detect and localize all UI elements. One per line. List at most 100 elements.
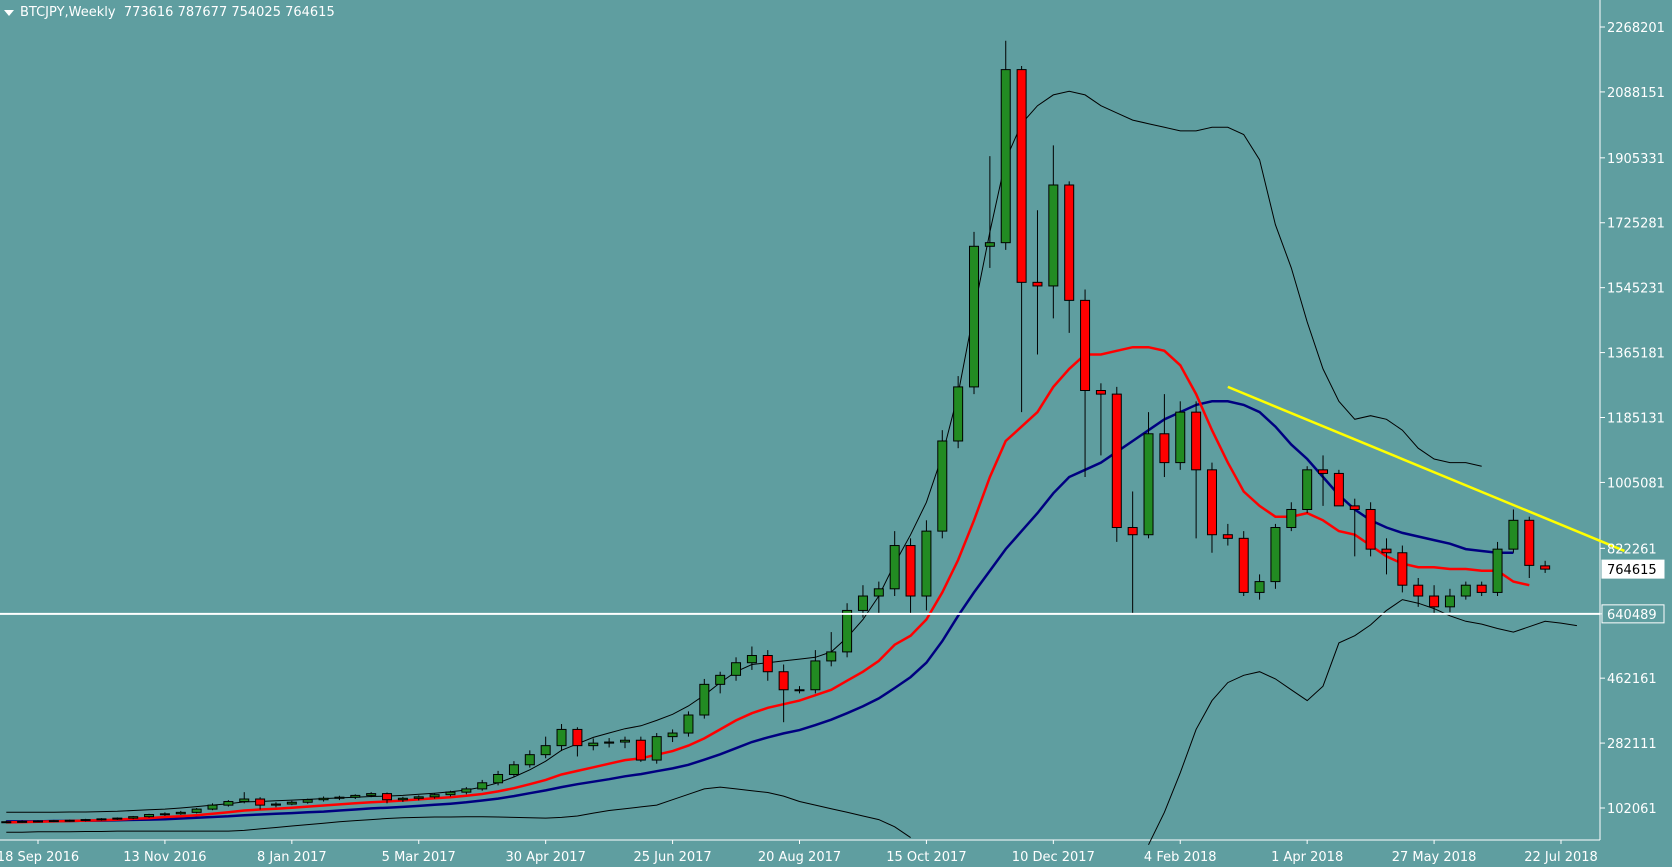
candle-body (905, 545, 916, 597)
candle-body (635, 739, 646, 761)
candle-body (1508, 519, 1519, 550)
candle-body (191, 808, 202, 813)
candle-body (524, 754, 535, 766)
support-level-label: 640489 (1607, 608, 1657, 623)
candle-body (175, 811, 186, 815)
current-price-box (1601, 559, 1665, 579)
candle-body (1444, 595, 1455, 608)
candle-body (33, 820, 43, 823)
candle-body (667, 732, 678, 738)
candle-body (1413, 584, 1424, 597)
candle-body (239, 798, 250, 803)
candle-body (159, 813, 170, 816)
chart-header: BTCJPY,Weekly 773616 787677 754025 76461… (4, 5, 335, 20)
time-tick-label: 30 Apr 2017 (505, 850, 585, 865)
candle-body (1000, 69, 1011, 244)
candle-body (1095, 390, 1106, 395)
time-tick-label: 25 Jun 2017 (633, 850, 711, 865)
bollinger-lower-band-recovery (1148, 599, 1577, 846)
candle-body (64, 819, 75, 822)
candle-body (270, 803, 281, 806)
triangle-down-icon[interactable] (4, 9, 14, 16)
candle-body (556, 728, 567, 747)
candle-body (1302, 469, 1313, 510)
candle-body (1191, 411, 1202, 471)
bollinger-lower-band (6, 786, 911, 839)
candle-body (1238, 537, 1249, 593)
candle-body (302, 799, 313, 803)
moving-average-slow (6, 400, 1514, 823)
candle-body (1492, 548, 1503, 593)
candle-body (445, 791, 456, 796)
candle-body (1524, 519, 1535, 566)
candle-body (1, 821, 12, 824)
time-tick-label: 4 Feb 2018 (1144, 850, 1217, 865)
candle-body (604, 741, 615, 744)
candle-body (1365, 508, 1376, 550)
candle-body (1222, 534, 1233, 539)
candle-body (1064, 184, 1075, 301)
candle-body (857, 595, 868, 611)
candle-body (746, 655, 757, 664)
candle-body (1206, 469, 1217, 536)
candle-body (1175, 411, 1186, 464)
price-tick-label: 1725281 (1607, 217, 1665, 232)
symbol-timeframe: BTCJPY,Weekly (20, 5, 116, 20)
candle-body (699, 683, 710, 716)
candle-body (48, 820, 59, 823)
candle-body (889, 545, 900, 590)
candle-body (810, 660, 821, 691)
time-tick-label: 18 Sep 2016 (0, 850, 79, 865)
candle-body (921, 530, 932, 597)
candle-body (397, 797, 408, 801)
price-tick-label: 2088151 (1607, 86, 1665, 101)
candle-body (572, 728, 583, 747)
candle-body (1460, 584, 1471, 597)
price-tick-label: 822261 (1607, 542, 1657, 557)
candle-body (969, 245, 980, 388)
candle-body (1016, 69, 1027, 283)
candle-body (144, 814, 155, 818)
candle-body (778, 671, 789, 691)
time-tick-label: 22 Jul 2018 (1524, 850, 1598, 865)
time-tick-label: 15 Oct 2017 (886, 850, 966, 865)
candle-body (1333, 472, 1344, 507)
price-tick-label: 1905331 (1607, 152, 1665, 167)
candle-body (461, 788, 472, 793)
time-tick-label: 20 Aug 2017 (758, 850, 841, 865)
candle-body (255, 798, 266, 806)
candle-body (80, 819, 91, 822)
candle-body (651, 736, 662, 761)
time-tick-label: 13 Nov 2016 (123, 850, 206, 865)
candle-body (1048, 184, 1059, 287)
candle-body (508, 764, 519, 775)
time-tick-label: 10 Dec 2017 (1012, 850, 1095, 865)
candle-body (826, 651, 837, 662)
candle-body (984, 242, 995, 247)
price-tick-label: 1365181 (1607, 347, 1665, 362)
price-tick-label: 2268201 (1607, 21, 1665, 36)
candle-body (953, 386, 964, 442)
candle-body (1111, 393, 1122, 529)
time-tick-label: 5 Mar 2017 (382, 850, 456, 865)
current-price-label: 764615 (1607, 563, 1657, 578)
price-tick-label: 1185131 (1607, 412, 1665, 427)
candle-body (223, 801, 234, 806)
candle-body (1397, 552, 1408, 586)
candle-body (1381, 548, 1392, 554)
time-tick-label: 8 Jan 2017 (257, 850, 327, 865)
trendline[interactable] (1227, 385, 1625, 553)
candle-body (731, 662, 742, 676)
candle-body (873, 588, 884, 597)
candle-body (429, 794, 440, 798)
support-level-label-box (1601, 604, 1665, 624)
price-tick-label: 462161 (1607, 672, 1657, 687)
candle-body (1429, 595, 1440, 608)
candle-body (762, 655, 773, 673)
candle-body (619, 739, 630, 743)
candle-body (318, 797, 329, 801)
candle-body (334, 796, 345, 799)
candle-body (1286, 508, 1297, 529)
